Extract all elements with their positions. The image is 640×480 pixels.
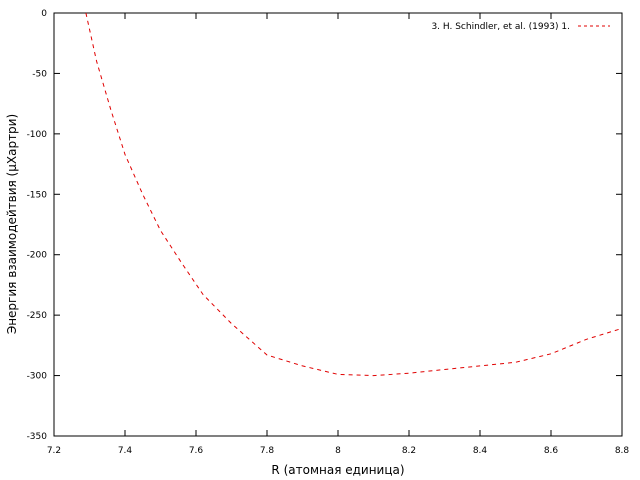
y-tick-label: -150 [27, 190, 48, 200]
y-tick-label: -300 [27, 372, 48, 382]
x-axis-ticks: 7.2 7.4 7.6 7.8 8 8.2 8.4 8.6 8.8 [47, 13, 630, 456]
x-axis-label: R (атомная единица) [271, 463, 404, 477]
legend: 3. H. Schindler, et al. (1993) 1. [431, 22, 610, 32]
x-tick-label: 7.4 [118, 446, 133, 456]
y-tick-label: -50 [32, 69, 47, 79]
series-line [85, 12, 623, 377]
x-tick-label: 8.8 [615, 446, 630, 456]
legend-label: 3. H. Schindler, et al. (1993) 1. [431, 22, 570, 32]
x-tick-label: 7.2 [47, 446, 61, 456]
y-tick-label: -100 [27, 130, 48, 140]
y-axis-label: Энергия взаимодейтвия (μХартри) [5, 114, 19, 334]
x-tick-label: 7.8 [260, 446, 275, 456]
x-tick-label: 8.2 [402, 446, 416, 456]
series-layer [85, 12, 623, 377]
y-axis-ticks: 0 -50 -100 -150 -200 -250 -300 -350 [27, 9, 622, 442]
x-tick-label: 8 [335, 446, 341, 456]
plot-area [53, 12, 623, 437]
x-tick-label: 8.4 [473, 446, 488, 456]
y-tick-label: -200 [27, 251, 48, 261]
x-tick-label: 8.6 [544, 446, 559, 456]
y-tick-label: -350 [27, 432, 48, 442]
x-tick-label: 7.6 [189, 446, 204, 456]
y-tick-label: 0 [41, 9, 47, 19]
y-tick-label: -250 [27, 311, 48, 321]
